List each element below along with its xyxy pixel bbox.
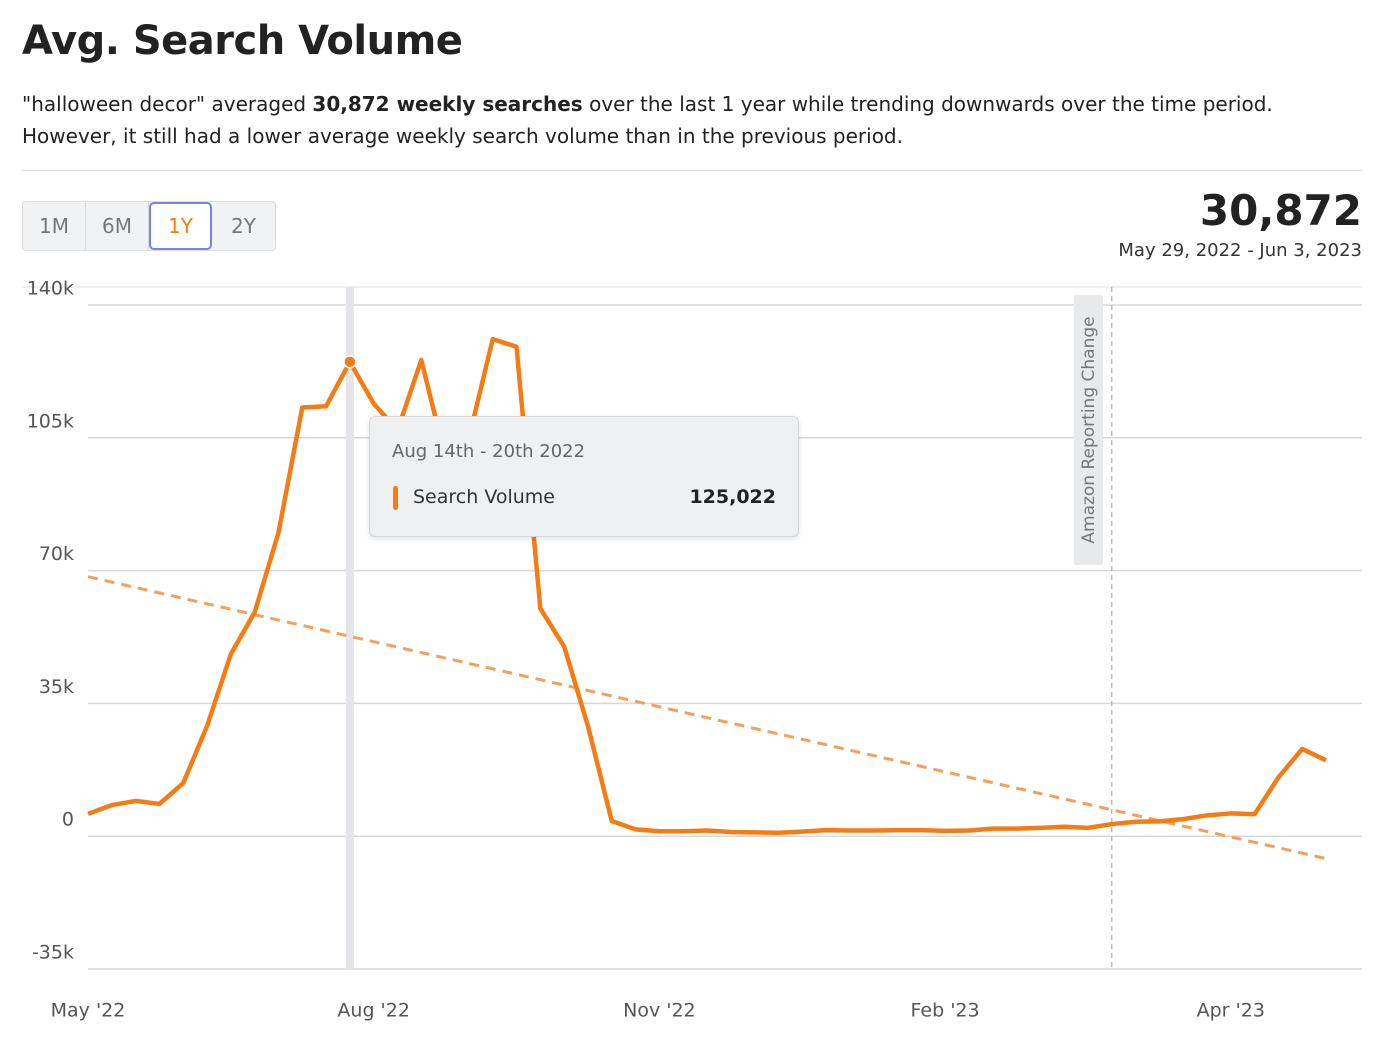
range-buttons: 1M 6M 1Y 2Y: [22, 201, 276, 251]
annotation-bg: [1074, 295, 1103, 565]
y-tick-label: 35k: [39, 676, 74, 698]
range-button[interactable]: 1M: [23, 202, 86, 250]
y-tick-label: 140k: [27, 278, 74, 300]
tooltip-swatch: [393, 486, 398, 510]
description: "halloween decor" averaged 30,872 weekly…: [22, 88, 1362, 152]
desc-text: over the last 1 year while trending down…: [22, 92, 1273, 148]
y-tick-label: 70k: [39, 543, 74, 565]
trendline: [87, 575, 1327, 861]
hover-point: [343, 355, 357, 369]
x-tick-label: Apr '23: [1197, 1000, 1265, 1022]
desc-bold: 30,872 weekly searches: [312, 92, 583, 116]
tooltip-title: Aug 14th - 20th 2022: [392, 441, 586, 462]
y-tick-label: -35k: [32, 942, 74, 964]
annotation-label: Amazon Reporting Change: [1079, 316, 1099, 543]
series-line: [87, 336, 1327, 836]
tooltip: Aug 14th - 20th 2022 Search Volume 125,0…: [369, 416, 799, 537]
tooltip-value: 125,022: [689, 486, 776, 508]
range-button[interactable]: 1Y: [149, 202, 212, 250]
y-tick-label: 0: [62, 809, 74, 831]
divider: [22, 170, 1362, 171]
x-tick-label: Nov '22: [623, 1000, 696, 1022]
average-value: 30,872: [1199, 186, 1362, 235]
desc-text: "halloween decor" averaged: [22, 92, 313, 116]
title: Avg. Search Volume: [22, 18, 463, 64]
x-tick-label: May '22: [51, 1000, 126, 1022]
range-button[interactable]: 2Y: [231, 214, 256, 238]
date-range: May 29, 2022 - Jun 3, 2023: [1118, 240, 1362, 261]
y-tick-label: 105k: [27, 410, 74, 432]
x-tick-label: Feb '23: [911, 1000, 980, 1022]
tooltip-series: Search Volume: [413, 486, 555, 508]
x-tick-label: Aug '22: [337, 1000, 410, 1022]
range-button[interactable]: 6M: [86, 202, 149, 250]
